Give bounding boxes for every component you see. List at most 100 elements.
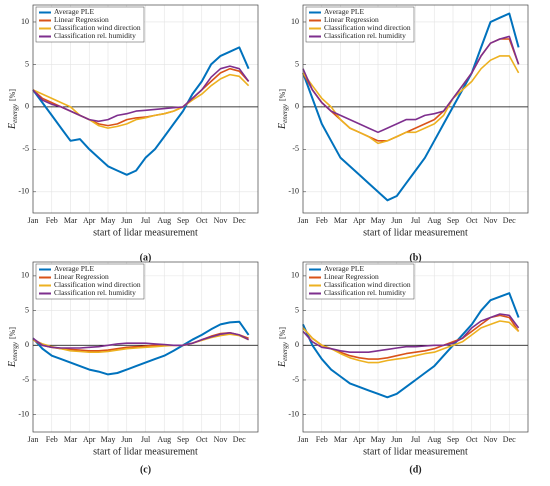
series-line [32, 320, 250, 376]
x-tick-label: Jun [121, 435, 132, 444]
y-label-main: E [277, 123, 288, 130]
legend-label: Average PLE [324, 264, 364, 273]
y-axis-label: Eenergy [%] [7, 327, 18, 368]
y-axis-label: Eenergy [%] [277, 327, 288, 368]
y-label-sub: energy [281, 341, 289, 361]
x-tick-label: Dec [503, 216, 516, 225]
x-tick-label: May [371, 435, 386, 444]
x-tick-label: Dec [233, 435, 246, 444]
x-tick-label: Apr [353, 435, 366, 444]
y-tick-label: -5 [22, 375, 29, 384]
y-tick-label: 0 [25, 340, 29, 349]
legend-label: Classification rel. humidity [324, 31, 406, 40]
y-tick-label: -5 [292, 144, 299, 153]
y-label-main: E [7, 123, 18, 130]
x-tick-label: Oct [196, 216, 208, 225]
legend-box [35, 6, 145, 43]
legend-box [305, 6, 415, 43]
x-axis-label: start of lidar measurement [363, 446, 468, 457]
x-tick-label: Sep [177, 435, 189, 444]
x-tick-label: Sep [447, 216, 459, 225]
x-tick-label: Aug [157, 435, 171, 444]
x-tick-label: Sep [447, 435, 459, 444]
x-tick-label: Apr [83, 435, 96, 444]
axes-frame [302, 4, 529, 214]
x-tick-label: Mar [64, 435, 78, 444]
caption: (a) [140, 252, 152, 263]
series-line [32, 46, 250, 176]
y-label-unit: [%] [278, 89, 287, 101]
legend-label: Classification wind direction [54, 280, 141, 289]
series-line [302, 320, 520, 364]
x-tick-label: Nov [214, 435, 228, 444]
legend-label: Classification wind direction [324, 280, 411, 289]
x-tick-label: Mar [334, 216, 348, 225]
series-line [302, 55, 520, 145]
x-tick-label: Jul [141, 216, 151, 225]
x-tick-label: Jul [411, 435, 421, 444]
x-tick-label: May [101, 435, 116, 444]
legend-label: Linear Regression [54, 272, 109, 281]
legend-label: Classification rel. humidity [54, 288, 136, 297]
x-tick-label: Nov [214, 216, 228, 225]
y-tick-label: 10 [291, 17, 299, 26]
y-tick-label: -5 [292, 375, 299, 384]
x-tick-label: Aug [427, 435, 441, 444]
series-line [32, 73, 250, 129]
x-tick-label: Apr [83, 216, 96, 225]
y-tick-label: 5 [25, 305, 29, 314]
axes-frame [32, 4, 259, 214]
y-label-unit: [%] [278, 327, 287, 339]
x-tick-label: Oct [466, 435, 478, 444]
y-axis-label: Eenergy [%] [7, 89, 18, 130]
x-tick-label: Mar [64, 216, 78, 225]
x-axis-label: start of lidar measurement [363, 227, 468, 238]
y-label-sub: energy [11, 103, 19, 123]
y-label-main: E [277, 361, 288, 368]
legend-label: Average PLE [54, 264, 94, 273]
caption: (c) [140, 464, 151, 475]
x-axis-label: start of lidar measurement [93, 446, 198, 457]
y-tick-label: 5 [295, 59, 299, 68]
x-tick-label: Jun [121, 216, 132, 225]
legend-label: Linear Regression [324, 15, 379, 24]
legend-label: Average PLE [324, 7, 364, 16]
x-tick-label: Feb [316, 216, 328, 225]
y-tick-label: -10 [288, 409, 299, 418]
x-tick-label: Feb [316, 435, 328, 444]
y-tick-label: 0 [295, 102, 299, 111]
x-tick-label: Sep [177, 216, 189, 225]
caption: (b) [409, 252, 421, 263]
y-tick-label: 5 [25, 59, 29, 68]
x-tick-label: Feb [46, 216, 58, 225]
legend-label: Classification rel. humidity [54, 31, 136, 40]
x-tick-label: Dec [233, 216, 246, 225]
series-line [302, 314, 520, 360]
legend-label: Classification wind direction [54, 23, 141, 32]
x-axis-label: start of lidar measurement [93, 227, 198, 238]
y-label-sub: energy [281, 103, 289, 123]
y-tick-label: 5 [295, 305, 299, 314]
series-line [32, 65, 250, 123]
y-tick-label: 10 [291, 271, 299, 280]
y-tick-label: -10 [18, 409, 29, 418]
x-tick-label: Oct [466, 216, 478, 225]
x-tick-label: Jan [298, 435, 309, 444]
x-tick-label: Aug [157, 216, 171, 225]
series-line [302, 292, 520, 399]
y-tick-label: 0 [25, 102, 29, 111]
y-tick-label: 10 [21, 17, 29, 26]
x-tick-label: Oct [196, 435, 208, 444]
x-tick-label: Nov [484, 216, 498, 225]
y-label-unit: [%] [8, 327, 17, 339]
series-line [302, 313, 520, 353]
axes-frame [302, 261, 529, 433]
y-tick-label: -10 [288, 187, 299, 196]
y-label-sub: energy [11, 341, 19, 361]
x-tick-label: Jan [298, 216, 309, 225]
legend-label: Linear Regression [54, 15, 109, 24]
y-tick-label: 10 [21, 271, 29, 280]
x-tick-label: May [371, 216, 386, 225]
x-tick-label: Feb [46, 435, 58, 444]
